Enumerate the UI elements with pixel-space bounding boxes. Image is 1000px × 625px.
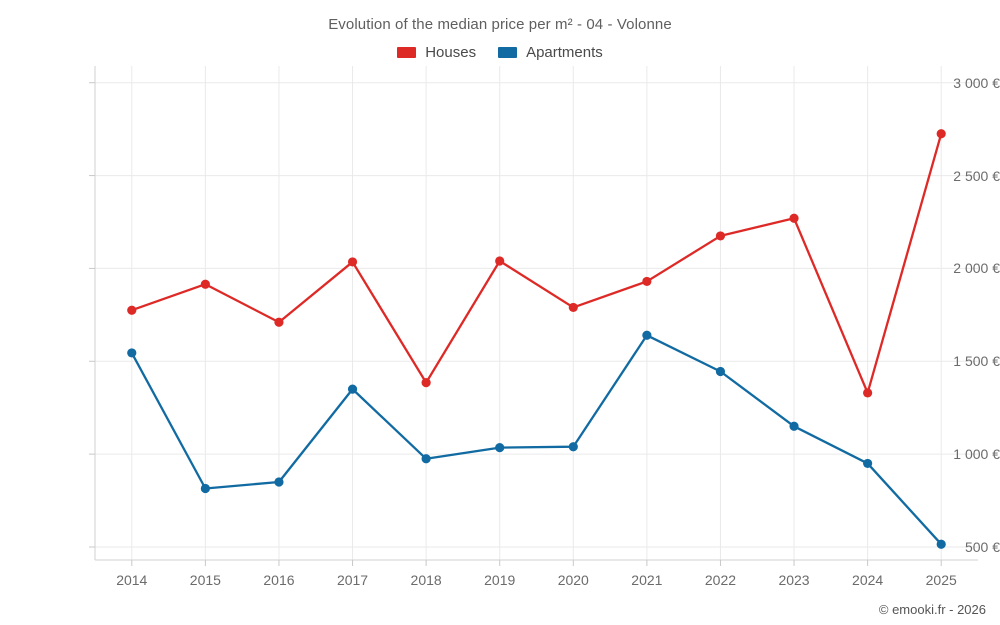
data-point-apartments-2021[interactable]: [642, 330, 652, 340]
data-point-houses-2019[interactable]: [495, 256, 505, 266]
data-point-houses-2018[interactable]: [421, 378, 431, 388]
series-line-apartments: [130, 334, 943, 546]
data-point-houses-2016[interactable]: [274, 317, 284, 327]
chart-title: Evolution of the median price per m² - 0…: [328, 16, 672, 33]
x-axis-label-2025: 2025: [925, 572, 957, 588]
chart-legend: Houses Apartments: [0, 44, 1000, 61]
data-point-houses-2025[interactable]: [936, 129, 946, 139]
x-axis-label-2016: 2016: [263, 572, 295, 588]
y-axis-label-1000: 1 000 €: [953, 446, 1000, 463]
data-point-apartments-2016[interactable]: [274, 477, 284, 487]
data-point-houses-2014[interactable]: [127, 305, 137, 315]
data-point-houses-2023[interactable]: [789, 213, 799, 223]
legend-swatch-apartments: [498, 47, 518, 58]
data-point-apartments-2025[interactable]: [936, 539, 946, 549]
data-point-houses-2015[interactable]: [200, 279, 210, 289]
y-axis-label-500: 500 €: [964, 539, 1000, 555]
data-point-apartments-2019[interactable]: [495, 443, 505, 453]
legend-item-houses[interactable]: Houses: [397, 44, 476, 61]
data-point-houses-2021[interactable]: [642, 276, 652, 287]
y-axis-label-3000: 3 000 €: [953, 74, 1000, 91]
series-line-houses: [130, 132, 943, 395]
copyright-credit: © emooki.fr - 2026: [878, 602, 986, 617]
x-axis-label-2015: 2015: [189, 572, 221, 588]
y-axis-label-1500: 1 500 €: [953, 353, 1000, 370]
data-point-apartments-2023[interactable]: [789, 421, 799, 431]
data-point-apartments-2022[interactable]: [715, 366, 726, 377]
data-point-houses-2022[interactable]: [715, 231, 726, 241]
data-point-apartments-2024[interactable]: [863, 458, 873, 469]
data-point-apartments-2015[interactable]: [200, 483, 210, 494]
data-point-apartments-2014[interactable]: [127, 348, 137, 358]
x-axis-label-2018: 2018: [410, 572, 442, 588]
legend-item-apartments[interactable]: Apartments: [498, 44, 603, 61]
x-axis-label-2024: 2024: [852, 572, 884, 588]
data-point-houses-2024[interactable]: [863, 388, 873, 398]
x-axis-label-2021: 2021: [631, 572, 663, 588]
legend-label-apartments: Apartments: [526, 44, 603, 61]
x-axis-label-2019: 2019: [484, 572, 516, 588]
x-axis-label-2020: 2020: [557, 572, 589, 588]
data-point-apartments-2020[interactable]: [568, 442, 578, 452]
legend-label-houses: Houses: [425, 44, 477, 61]
y-axis-label-2500: 2 500 €: [953, 167, 1000, 184]
y-axis-label-2000: 2 000 €: [953, 260, 1000, 277]
data-point-houses-2020[interactable]: [568, 302, 578, 313]
x-axis-label-2023: 2023: [778, 572, 810, 588]
data-point-apartments-2017[interactable]: [347, 384, 358, 394]
data-point-houses-2017[interactable]: [347, 257, 358, 267]
data-point-apartments-2018[interactable]: [421, 454, 431, 464]
x-axis-label-2017: 2017: [336, 572, 369, 588]
legend-swatch-houses: [397, 47, 417, 58]
x-axis-label-2014: 2014: [116, 572, 148, 588]
x-axis-label-2022: 2022: [704, 572, 737, 588]
